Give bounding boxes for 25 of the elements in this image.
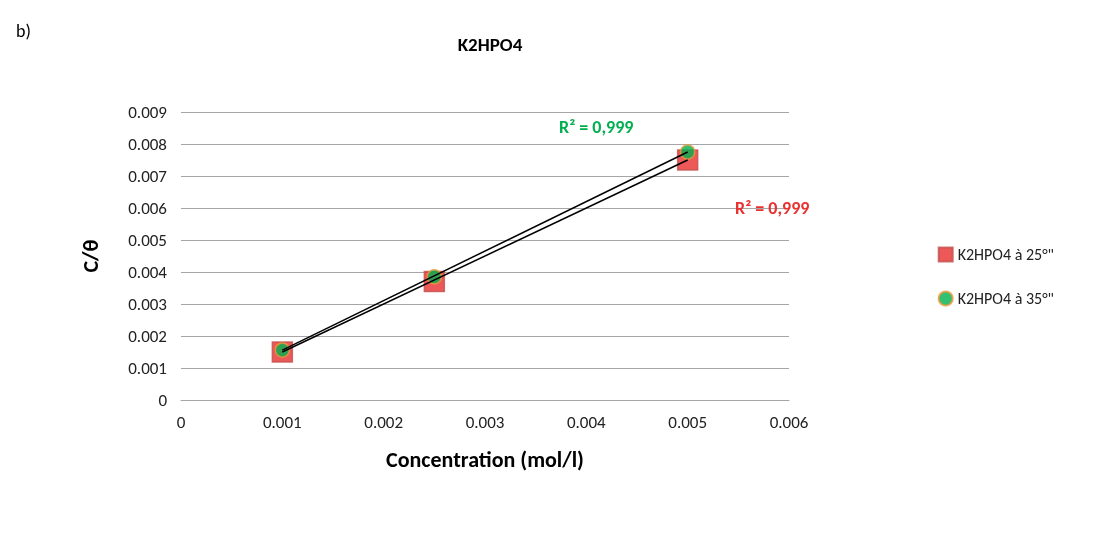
x-tick-label: 0.002 xyxy=(364,412,404,433)
annotation: R² = 0,999 xyxy=(559,116,634,138)
y-tick-label: 0.004 xyxy=(128,261,168,283)
y-tick-label: 0.005 xyxy=(128,229,167,251)
x-tick-label: 0.006 xyxy=(769,412,809,433)
y-tick-label: 0 xyxy=(158,389,168,411)
text: b) xyxy=(16,20,31,42)
x-axis-title: Concentration (mol/l) xyxy=(386,445,584,473)
y-tick-label: 0.002 xyxy=(128,325,167,347)
x-tick-label: 0.003 xyxy=(465,412,505,433)
y-tick-label: 0.008 xyxy=(128,133,167,155)
y-tick-label: 0.007 xyxy=(128,165,168,187)
x-tick-label: 0.004 xyxy=(566,412,607,433)
y-tick-label: 0.009 xyxy=(128,101,168,123)
x-tick-label: 0 xyxy=(176,412,186,433)
legend-label: K2HPO4 à 25°" xyxy=(957,245,1054,264)
x-tick-label: 0.001 xyxy=(262,412,302,433)
x-tick-label: 0.005 xyxy=(668,412,708,433)
y-tick-label: 0.003 xyxy=(128,293,167,315)
y-axis-title: C/θ xyxy=(76,239,104,273)
y-tick-label: 0.001 xyxy=(128,357,167,379)
annotation: R² = 0,999 xyxy=(735,197,810,219)
legend-label: K2HPO4 à 35°" xyxy=(957,289,1054,308)
chart-title: K2HPO4 xyxy=(457,33,523,56)
y-tick-label: 0.006 xyxy=(128,197,168,219)
